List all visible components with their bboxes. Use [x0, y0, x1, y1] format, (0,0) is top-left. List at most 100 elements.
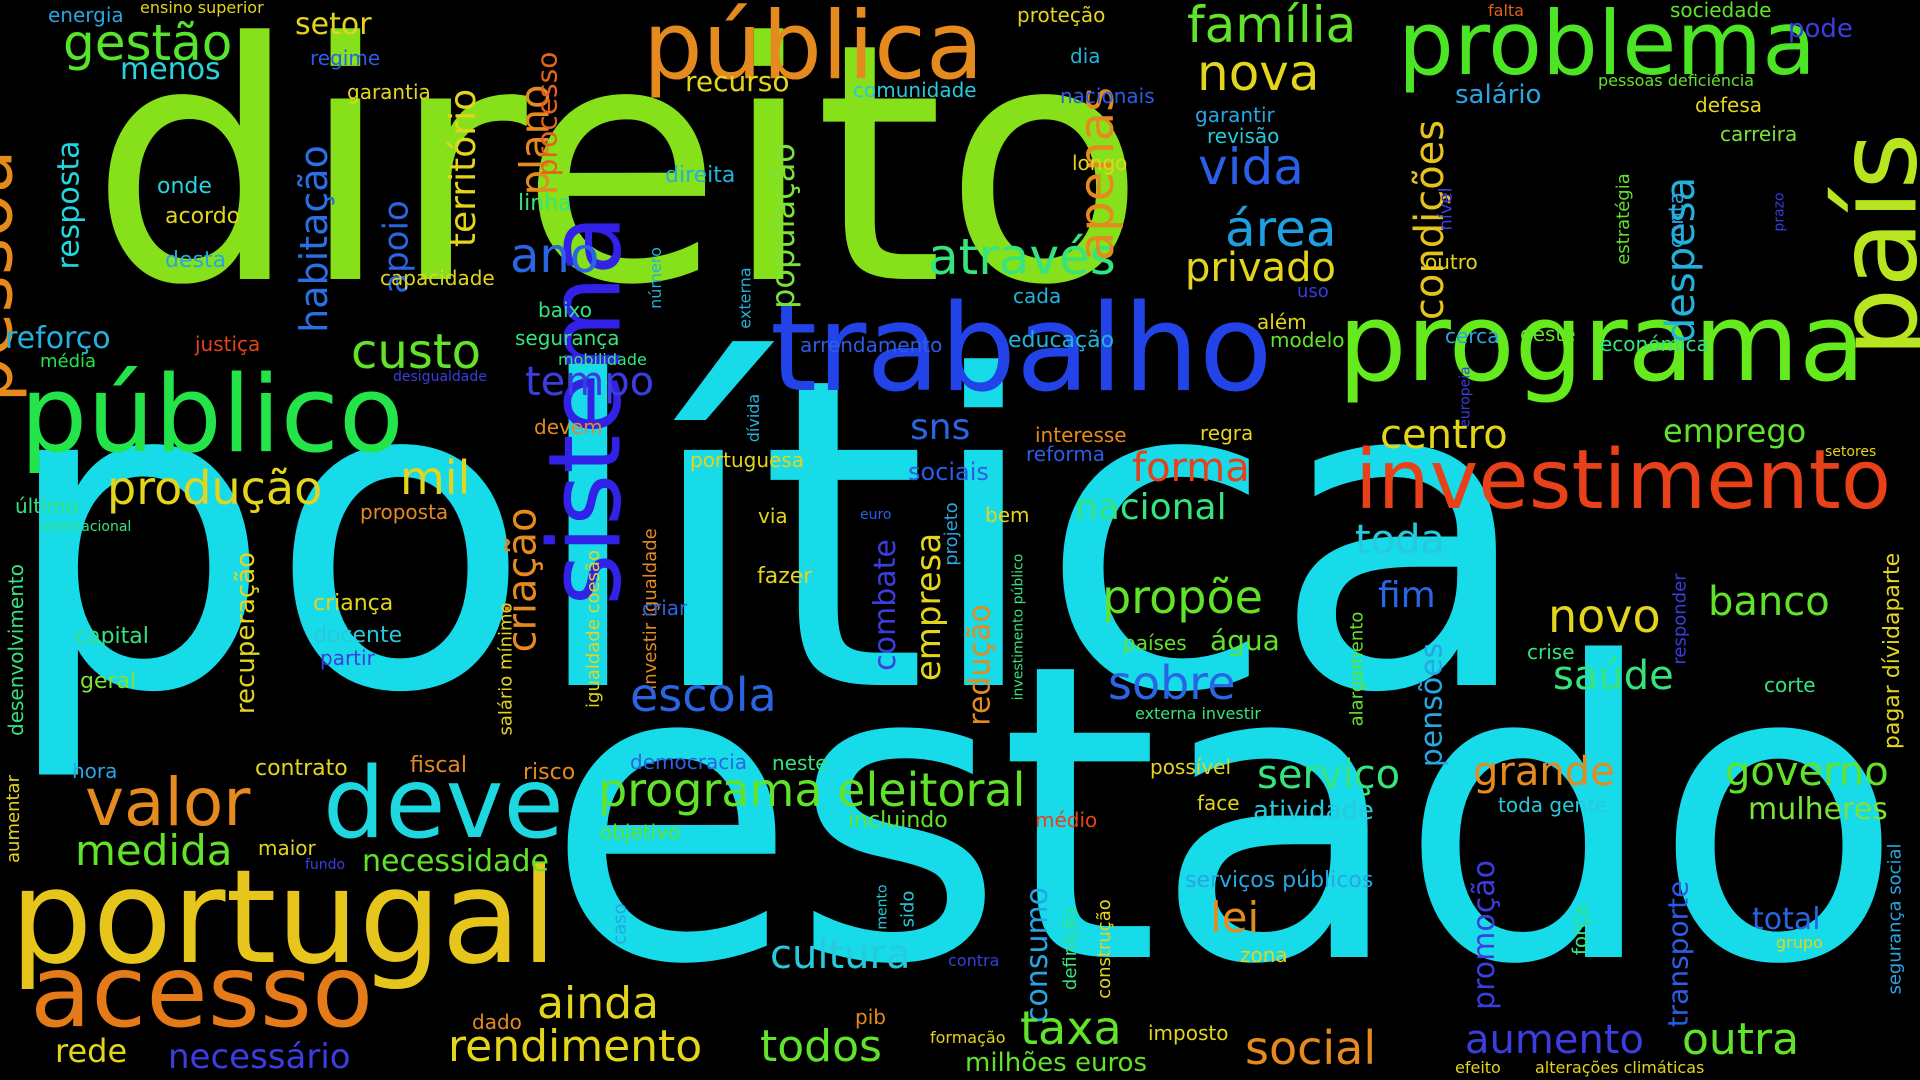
word-atividade: atividade: [1253, 796, 1374, 826]
word-rede: rede: [55, 1032, 128, 1070]
word-toda: toda: [1355, 517, 1446, 563]
word-fazer: fazer: [757, 564, 813, 589]
word-cultura: cultura: [770, 932, 911, 978]
word-alteracoes-climaticas: alterações climáticas: [1535, 1058, 1705, 1077]
word-defesa: defesa: [1695, 93, 1763, 117]
word-combate: combate: [867, 539, 903, 671]
word-garantir: garantir: [1195, 103, 1275, 127]
word-habitacao: habitação: [291, 145, 336, 333]
word-outro: outro: [1425, 250, 1478, 274]
word-dado: dado: [472, 1010, 522, 1034]
word-fiscal: fiscal: [410, 753, 468, 778]
word-pais: país: [1813, 132, 1920, 358]
word-possivel: possível: [1150, 755, 1232, 779]
word-responder: responder: [1669, 573, 1691, 665]
word-internacional: internacional: [40, 519, 132, 535]
word-bem: bem: [985, 503, 1030, 527]
word-publico: público: [20, 353, 404, 476]
word-fim: fim: [1378, 575, 1436, 616]
word-direito: direito: [90, 0, 1146, 357]
word-educacao: educação: [1008, 328, 1115, 353]
word-dia: dia: [1070, 44, 1101, 68]
word-comunidade: comunidade: [853, 78, 977, 102]
word-carreira: carreira: [1720, 122, 1798, 146]
word-partir: partir: [320, 646, 375, 670]
word-nacional: nacional: [1075, 487, 1227, 528]
word-capital: capital: [75, 624, 149, 649]
word-pagar-dividaparte: pagar dívidaparte: [1880, 552, 1906, 750]
word-forma: forma: [1132, 445, 1250, 491]
word-setores: setores: [1825, 444, 1877, 460]
word-medida: medida: [75, 826, 233, 875]
word-acordo: acordo: [165, 204, 241, 229]
word-territorio: território: [443, 88, 485, 248]
word-vida: vida: [1198, 138, 1304, 196]
word-sobre: sobre: [1108, 656, 1236, 710]
word-outra: outra: [1682, 1014, 1800, 1065]
word-menos: menos: [120, 52, 221, 87]
word-construcao: construção: [1093, 899, 1115, 999]
word-estado: estado: [545, 576, 1904, 1054]
word-alargamento: alargamento: [1346, 611, 1368, 727]
word-democracia: democracia: [630, 750, 748, 774]
word-necessario: necessário: [168, 1037, 351, 1077]
word-aumento: aumento: [1465, 1017, 1644, 1063]
word-salario-minimo: salário mínimo: [495, 602, 517, 736]
word-custo: custo: [351, 324, 482, 380]
word-milhoes-euros: milhões euros: [965, 1048, 1148, 1078]
word-aumentar: aumentar: [2, 775, 24, 863]
word-modelo: modelo: [1270, 328, 1345, 352]
word-baixo: baixo: [538, 298, 592, 322]
word-sociedade: sociedade: [1670, 0, 1772, 22]
word-regime: regime: [310, 46, 381, 70]
word-onde: onde: [157, 174, 212, 199]
word-contrato: contrato: [255, 756, 348, 781]
word-tempo: tempo: [525, 359, 655, 405]
word-problema: problema: [1398, 0, 1817, 95]
word-alem: além: [1257, 310, 1307, 334]
word-politica: política: [0, 287, 1535, 787]
word-saude: saúde: [1553, 653, 1674, 699]
word-pode: pode: [1788, 14, 1853, 44]
word-ano: ano: [510, 228, 600, 284]
word-neste: neste: [772, 751, 828, 775]
word-familia: família: [1187, 0, 1357, 54]
word-efeito: efeito: [1455, 1058, 1501, 1077]
word-atraves: através: [928, 228, 1116, 286]
word-medio: médio: [1035, 808, 1098, 832]
word-justica: justiça: [195, 332, 261, 356]
word-setor: setor: [295, 7, 372, 42]
word-processo: processo: [530, 51, 564, 177]
word-necessidade: necessidade: [362, 844, 549, 879]
word-pessoa: pessoa: [0, 149, 29, 403]
word-populacao: população: [763, 143, 802, 309]
word-sns: sns: [910, 407, 971, 448]
word-falta: falta: [1488, 1, 1524, 20]
word-externa-investir: externa investir: [1135, 704, 1262, 723]
word-investimento: investimento: [1355, 433, 1892, 528]
word-divida: dívida: [744, 393, 764, 443]
word-todos: todos: [760, 1021, 882, 1072]
word-externa: externa: [735, 267, 755, 329]
word-salario: salário: [1455, 80, 1542, 110]
word-programa: programa: [1338, 281, 1866, 406]
word-pensoes: pensões: [1414, 642, 1450, 768]
word-devem: devem: [534, 415, 603, 439]
word-face: face: [1197, 791, 1240, 815]
word-banco: banco: [1708, 579, 1830, 625]
word-nova: nova: [1197, 44, 1320, 102]
word-mil: mil: [400, 451, 471, 505]
word-economica: económica: [1600, 332, 1709, 356]
word-resposta: resposta: [51, 140, 87, 270]
word-total: total: [1752, 902, 1821, 937]
word-objetivo: objetivo: [600, 820, 681, 844]
word-pessoas-deficiencia: pessoas deficiência: [1598, 71, 1755, 90]
word-definicao: definição: [1060, 907, 1082, 991]
word-via: via: [758, 504, 788, 528]
word-escola: escola: [630, 668, 777, 722]
word-governo: governo: [1725, 749, 1889, 795]
word-linha: linha: [518, 191, 572, 216]
word-crise: crise: [1527, 640, 1575, 664]
word-mento: mento: [874, 884, 891, 930]
word-igualdade-coesao: igualdade coesão: [582, 550, 604, 708]
